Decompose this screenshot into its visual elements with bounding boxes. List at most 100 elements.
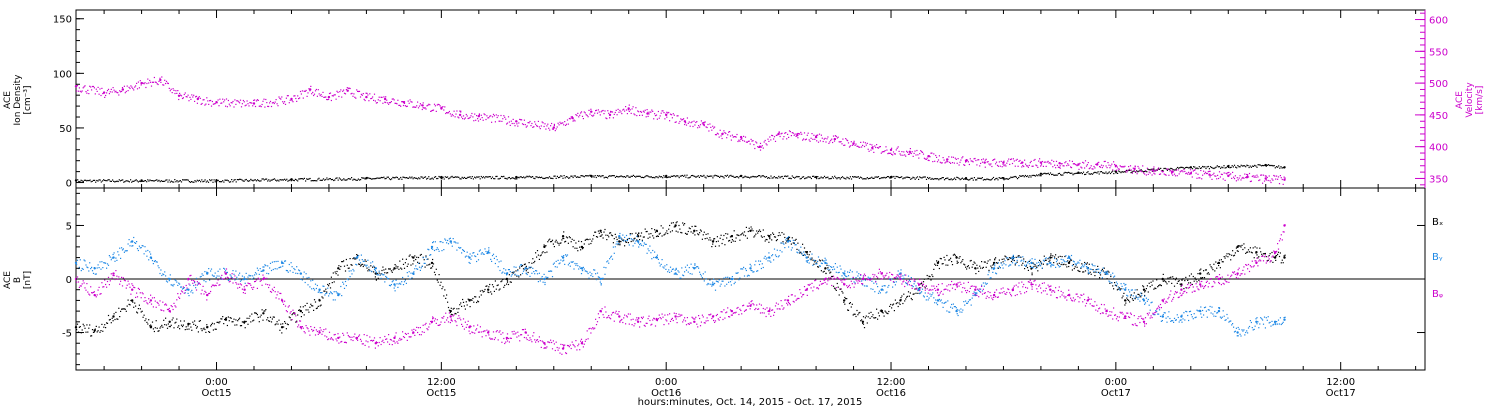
by-series-point xyxy=(108,255,110,257)
bx-series-point xyxy=(1217,262,1219,264)
by-series-point xyxy=(459,247,461,249)
density-series-point xyxy=(1237,165,1239,167)
bx-series-point xyxy=(654,229,656,231)
bx-series-point xyxy=(307,309,309,311)
density-series-point xyxy=(556,175,558,177)
velocity-series-point xyxy=(840,141,842,143)
velocity-series-anchor xyxy=(852,142,855,145)
bx-series-point xyxy=(618,237,620,239)
by-series-point xyxy=(549,270,551,272)
by-series-point xyxy=(208,268,210,270)
bx-series-point xyxy=(996,262,999,264)
bx-series-anchor xyxy=(1161,277,1164,281)
velocity-series-point xyxy=(318,93,320,95)
bx-series-point xyxy=(1176,282,1178,284)
density-series-point xyxy=(729,175,731,177)
velocity-series-point xyxy=(168,87,170,89)
velocity-series-point xyxy=(733,136,735,138)
velocity-series-point xyxy=(842,138,844,140)
bx-series-point xyxy=(981,261,983,263)
bx-series-point xyxy=(317,305,319,307)
by-series-point xyxy=(394,285,396,287)
by-series-point xyxy=(510,275,512,277)
density-series-point xyxy=(520,176,522,178)
bx-series-point xyxy=(756,230,758,232)
velocity-series-point xyxy=(437,103,439,105)
velocity-series-point xyxy=(1062,165,1064,167)
velocity-series-point xyxy=(712,125,714,127)
velocity-series-point xyxy=(810,137,812,139)
by-series-point xyxy=(723,277,725,279)
velocity-series-point xyxy=(759,149,762,151)
by-series-point xyxy=(876,283,878,285)
density-series-point xyxy=(159,181,161,183)
top-panel-frame xyxy=(75,9,1426,189)
velocity-series-point xyxy=(1172,169,1174,171)
density-series-point xyxy=(258,180,260,182)
velocity-series-point xyxy=(272,101,274,104)
by-series-point xyxy=(563,259,565,261)
bx-series-point xyxy=(764,240,766,242)
bx-series-point xyxy=(773,233,775,235)
by-series-point xyxy=(107,264,110,266)
bx-series-point xyxy=(799,252,801,254)
velocity-series-point xyxy=(150,85,153,87)
by-series-point xyxy=(364,264,366,266)
bx-series-point xyxy=(525,270,527,272)
velocity-series-point xyxy=(1022,164,1024,167)
velocity-series-point xyxy=(773,136,776,138)
bx-series-point xyxy=(302,306,304,308)
bx-series-point xyxy=(784,236,786,239)
velocity-series-point xyxy=(737,140,739,143)
density-series-point xyxy=(367,177,369,179)
velocity-series-point xyxy=(995,163,997,165)
density-series-point xyxy=(969,178,971,181)
by-series-point xyxy=(712,281,714,283)
density-series-point xyxy=(379,177,382,179)
bx-series-point xyxy=(972,263,974,266)
density-series-point xyxy=(898,177,901,179)
by-series-point xyxy=(186,288,188,291)
bx-series-point xyxy=(1080,267,1082,269)
bx-series-point xyxy=(186,328,188,330)
by-series-point xyxy=(502,271,504,273)
density-series-point xyxy=(787,175,789,177)
bx-series-point xyxy=(945,264,947,266)
density-series-point xyxy=(268,179,270,181)
velocity-series-anchor xyxy=(215,101,218,104)
by-series-point xyxy=(172,285,174,287)
velocity-series-point xyxy=(559,121,561,123)
bx-series-point xyxy=(913,293,915,295)
velocity-series-point xyxy=(873,151,875,153)
by-series-point xyxy=(1047,263,1049,265)
by-series-point xyxy=(523,269,525,271)
density-series-point xyxy=(676,175,678,177)
velocity-series-point xyxy=(1010,158,1013,160)
density-series-point xyxy=(703,174,705,176)
density-series-point xyxy=(805,177,807,179)
bx-series-point xyxy=(143,314,145,316)
bx-series-point xyxy=(767,234,769,236)
velocity-series-point xyxy=(524,124,526,126)
by-series-point xyxy=(676,273,678,276)
velocity-series-point xyxy=(980,162,982,164)
velocity-series-point xyxy=(471,112,473,115)
by-series-point xyxy=(1045,257,1047,259)
density-series-point xyxy=(1058,172,1061,174)
velocity-series-point xyxy=(1051,159,1053,161)
by-series-point xyxy=(380,277,382,279)
bx-series-point xyxy=(239,325,242,327)
velocity-series-point xyxy=(1035,164,1037,166)
bx-series-point xyxy=(390,270,392,272)
density-series-point xyxy=(355,179,357,181)
density-series-point xyxy=(1199,167,1201,169)
velocity-series-anchor xyxy=(1170,170,1174,174)
velocity-series-point xyxy=(96,90,98,92)
bx-series-point xyxy=(788,239,790,241)
by-series-point xyxy=(426,258,428,260)
by-series-point xyxy=(722,280,724,282)
by-series-point xyxy=(883,285,885,287)
by-series-point xyxy=(497,266,499,268)
density-series-point xyxy=(86,180,88,182)
bx-series-point xyxy=(136,312,139,314)
